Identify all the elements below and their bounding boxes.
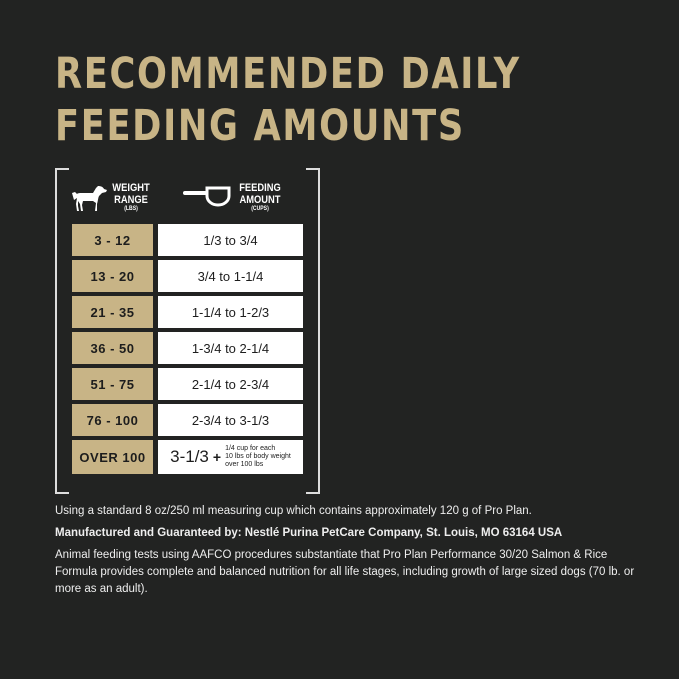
left-bracket bbox=[55, 168, 69, 494]
amount-header: FEEDING AMOUNT (CUPS) bbox=[239, 182, 281, 212]
amount-cell: 2-3/4 to 3-1/3 bbox=[158, 404, 303, 436]
table-row: 21 - 35 1-1/4 to 1-2/3 bbox=[72, 296, 303, 328]
table-row: 3 - 12 1/3 to 3/4 bbox=[72, 224, 303, 256]
weight-cell: 21 - 35 bbox=[72, 296, 153, 328]
manufacturer-note: Manufactured and Guaranteed by: Nestlé P… bbox=[55, 527, 563, 539]
weight-cell: OVER 100 bbox=[72, 440, 153, 474]
weight-cell: 3 - 12 bbox=[72, 224, 153, 256]
amount-cell: 3-1/3 + 1/4 cup for each 10 lbs of body … bbox=[158, 440, 303, 474]
table-row: 76 - 100 2-3/4 to 3-1/3 bbox=[72, 404, 303, 436]
aafco-statement: Animal feeding tests using AAFCO procedu… bbox=[55, 549, 635, 595]
weight-cell: 36 - 50 bbox=[72, 332, 153, 364]
weight-cell: 51 - 75 bbox=[72, 368, 153, 400]
amount-cell: 1/3 to 3/4 bbox=[158, 224, 303, 256]
weight-cell: 76 - 100 bbox=[72, 404, 153, 436]
table-row: 13 - 20 3/4 to 1-1/4 bbox=[72, 260, 303, 292]
amount-cell: 1-3/4 to 2-1/4 bbox=[158, 332, 303, 364]
table-row: 51 - 75 2-1/4 to 2-3/4 bbox=[72, 368, 303, 400]
table-row: OVER 100 3-1/3 + 1/4 cup for each 10 lbs… bbox=[72, 440, 303, 474]
table-row: 36 - 50 1-3/4 to 2-1/4 bbox=[72, 332, 303, 364]
right-bracket bbox=[306, 168, 320, 494]
weight-header: WEIGHT RANGE (LBS) bbox=[112, 182, 150, 212]
amount-cell: 2-1/4 to 2-3/4 bbox=[158, 368, 303, 400]
amount-note: 1/4 cup for each 10 lbs of body weight o… bbox=[225, 445, 291, 468]
dog-icon bbox=[72, 186, 107, 211]
amount-cell: 3/4 to 1-1/4 bbox=[158, 260, 303, 292]
page-title: RECOMMENDED DAILY FEEDING AMOUNTS bbox=[55, 49, 521, 151]
amount-cell: 1-1/4 to 1-2/3 bbox=[158, 296, 303, 328]
measuring-cup-icon bbox=[183, 186, 231, 207]
measuring-note: Using a standard 8 oz/250 ml measuring c… bbox=[55, 505, 532, 517]
weight-cell: 13 - 20 bbox=[72, 260, 153, 292]
